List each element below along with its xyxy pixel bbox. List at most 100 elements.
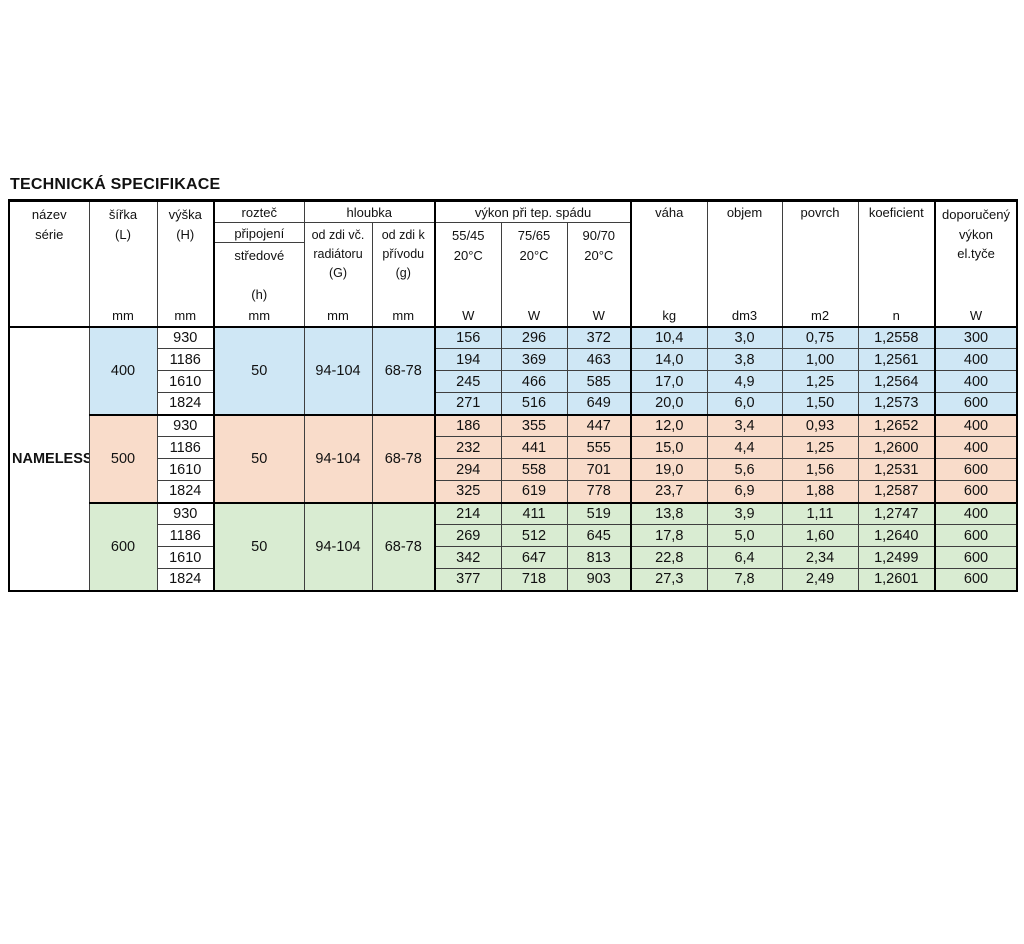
- height-cell: 1610: [156, 458, 215, 481]
- power-9070-cell: 372: [566, 326, 632, 349]
- volume-cell: 3,4: [706, 413, 783, 437]
- recommended-power-cell: 400: [934, 413, 1018, 437]
- col-header-width: šířka (L): [88, 200, 158, 305]
- power-9070-cell: 447: [566, 413, 632, 437]
- power-9070-cell: 585: [566, 370, 632, 393]
- surface-cell: 1,25: [781, 436, 859, 459]
- power-7565-cell: 441: [500, 436, 568, 459]
- col-header-depth-b: od zdi k přívodu (g): [371, 222, 436, 305]
- coefficient-cell: 1,2640: [857, 524, 936, 547]
- spec-table: název série šířka (L) výška (H) rozteč h…: [8, 199, 1019, 592]
- power-7565-cell: 619: [500, 480, 568, 503]
- power-9070-cell: 555: [566, 436, 632, 459]
- col-header-weight: váha: [630, 200, 708, 305]
- page-title: TECHNICKÁ SPECIFIKACE: [10, 176, 221, 193]
- series-name-cell: NAMELESS: [8, 326, 90, 591]
- header-row-units: mm mm mm mm mm W W W kg dm3 m2 n W: [9, 304, 1018, 328]
- spec-row: 1186 269 512 645 17,8 5,0 1,60 1,2640 60…: [9, 524, 1018, 547]
- unit-pitch: mm: [213, 304, 305, 328]
- spec-row: 1610 342 647 813 22,8 6,4 2,34 1,2499 60…: [9, 546, 1018, 569]
- power-5545-cell: 294: [434, 458, 502, 481]
- weight-cell: 19,0: [630, 458, 708, 481]
- power-7565-cell: 411: [500, 501, 568, 525]
- col-header-depth-a: od zdi vč. radiátoru (G): [303, 222, 373, 305]
- recommended-power-cell: 600: [934, 480, 1018, 503]
- unit-power-7565: W: [500, 304, 568, 328]
- volume-cell: 3,0: [706, 326, 783, 349]
- power-9070-cell: 519: [566, 501, 632, 525]
- height-cell: 1610: [156, 546, 215, 569]
- power-5545-cell: 214: [434, 501, 502, 525]
- volume-cell: 3,9: [706, 501, 783, 525]
- unit-volume: dm3: [706, 304, 783, 328]
- recommended-power-cell: 400: [934, 348, 1018, 371]
- spec-table-header: název série šířka (L) výška (H) rozteč h…: [8, 200, 1018, 328]
- power-5545-cell: 377: [434, 568, 502, 591]
- height-cell: 1186: [156, 348, 215, 371]
- spec-table-body: NAMELESS 400 930 50 94-104 68-78 156 296…: [8, 326, 1018, 591]
- unit-coefficient: n: [857, 304, 936, 328]
- pitch-cell: 50: [213, 501, 305, 591]
- volume-cell: 7,8: [706, 568, 783, 591]
- height-cell: 1824: [156, 392, 215, 415]
- recommended-power-cell: 400: [934, 370, 1018, 393]
- height-cell: 930: [156, 501, 215, 525]
- height-cell: 1610: [156, 370, 215, 393]
- power-9070-cell: 463: [566, 348, 632, 371]
- depth-b-cell: 68-78: [371, 501, 436, 591]
- unit-width: mm: [88, 304, 158, 328]
- surface-cell: 0,93: [781, 413, 859, 437]
- weight-cell: 20,0: [630, 392, 708, 415]
- width-group-cell: 500: [88, 413, 158, 503]
- spec-row: 1824 271 516 649 20,0 6,0 1,50 1,2573 60…: [9, 392, 1018, 415]
- depth-a-cell: 94-104: [303, 413, 373, 503]
- power-7565-cell: 558: [500, 458, 568, 481]
- col-header-power: výkon při tep. spádu: [434, 200, 632, 223]
- volume-cell: 4,9: [706, 370, 783, 393]
- spec-row: 1186 194 369 463 14,0 3,8 1,00 1,2561 40…: [9, 348, 1018, 371]
- depth-a-cell: 94-104: [303, 501, 373, 591]
- power-7565-cell: 369: [500, 348, 568, 371]
- power-7565-cell: 296: [500, 326, 568, 349]
- power-5545-cell: 232: [434, 436, 502, 459]
- volume-cell: 6,9: [706, 480, 783, 503]
- recommended-power-cell: 600: [934, 458, 1018, 481]
- spec-row: 1824 325 619 778 23,7 6,9 1,88 1,2587 60…: [9, 480, 1018, 503]
- height-cell: 1186: [156, 524, 215, 547]
- volume-cell: 3,8: [706, 348, 783, 371]
- depth-b-cell: 68-78: [371, 413, 436, 503]
- power-9070-cell: 903: [566, 568, 632, 591]
- coefficient-cell: 1,2531: [857, 458, 936, 481]
- spec-row: 1824 377 718 903 27,3 7,8 2,49 1,2601 60…: [9, 568, 1018, 591]
- power-9070-cell: 813: [566, 546, 632, 569]
- power-5545-cell: 156: [434, 326, 502, 349]
- power-5545-cell: 186: [434, 413, 502, 437]
- depth-a-cell: 94-104: [303, 326, 373, 415]
- surface-cell: 1,00: [781, 348, 859, 371]
- surface-cell: 1,60: [781, 524, 859, 547]
- header-row-sublabels-2: středové (h): [9, 242, 1017, 305]
- col-header-coefficient: koeficient: [857, 200, 936, 305]
- power-9070-cell: 645: [566, 524, 632, 547]
- power-5545-cell: 194: [434, 348, 502, 371]
- recommended-power-cell: 300: [934, 326, 1018, 349]
- weight-cell: 17,8: [630, 524, 708, 547]
- volume-cell: 4,4: [706, 436, 783, 459]
- unit-surface: m2: [781, 304, 859, 328]
- col-header-surface: povrch: [781, 200, 859, 305]
- weight-cell: 22,8: [630, 546, 708, 569]
- power-7565-cell: 718: [500, 568, 568, 591]
- power-9070-cell: 778: [566, 480, 632, 503]
- recommended-power-cell: 400: [934, 436, 1018, 459]
- coefficient-cell: 1,2600: [857, 436, 936, 459]
- coefficient-cell: 1,2601: [857, 568, 936, 591]
- weight-cell: 14,0: [630, 348, 708, 371]
- power-5545-cell: 342: [434, 546, 502, 569]
- coefficient-cell: 1,2499: [857, 546, 936, 569]
- unit-power-5545: W: [434, 304, 502, 328]
- surface-cell: 1,88: [781, 480, 859, 503]
- col-header-volume: objem: [706, 200, 783, 305]
- surface-cell: 1,25: [781, 370, 859, 393]
- col-header-series: název série: [8, 200, 90, 328]
- volume-cell: 5,0: [706, 524, 783, 547]
